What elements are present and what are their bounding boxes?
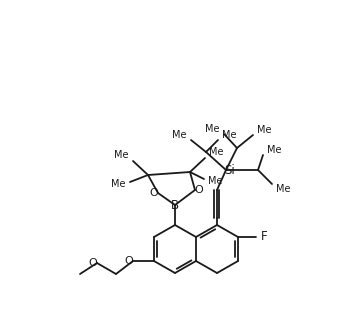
Text: Me: Me: [222, 130, 237, 140]
Text: O: O: [89, 258, 97, 268]
Text: B: B: [171, 199, 179, 211]
Text: Me: Me: [173, 130, 187, 140]
Text: Me: Me: [276, 184, 291, 194]
Text: Me: Me: [115, 150, 129, 160]
Text: Me: Me: [206, 124, 220, 134]
Text: Me: Me: [257, 125, 272, 135]
Text: Si: Si: [225, 163, 235, 177]
Text: Me: Me: [208, 176, 222, 186]
Text: F: F: [261, 230, 267, 244]
Text: Me: Me: [267, 145, 282, 155]
Text: O: O: [149, 188, 158, 198]
Text: Me: Me: [111, 179, 126, 189]
Text: O: O: [194, 185, 203, 195]
Text: O: O: [125, 256, 133, 266]
Text: Me: Me: [209, 147, 224, 157]
